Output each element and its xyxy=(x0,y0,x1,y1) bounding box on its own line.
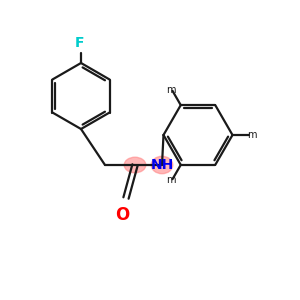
Text: m: m xyxy=(167,85,176,94)
Text: m: m xyxy=(247,130,256,140)
Text: F: F xyxy=(75,36,84,50)
Text: m: m xyxy=(167,176,176,185)
Ellipse shape xyxy=(124,157,146,173)
Text: O: O xyxy=(115,206,130,224)
Text: NH: NH xyxy=(150,158,174,172)
Ellipse shape xyxy=(151,156,173,174)
